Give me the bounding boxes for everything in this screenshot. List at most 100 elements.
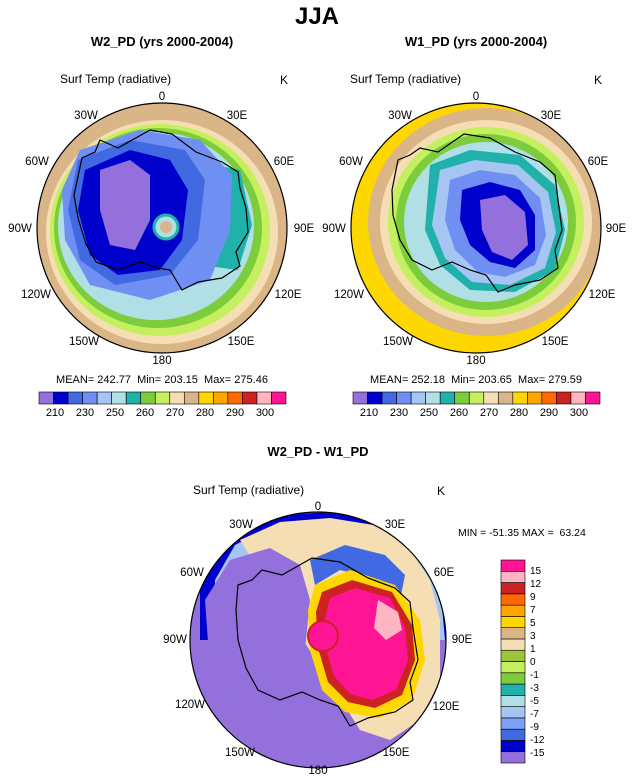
panel-w1-stats: MEAN= 252.18 Min= 203.65 Max= 279.59 — [370, 374, 582, 386]
panel-w1-map-border — [350, 102, 602, 354]
w2-lon-label-150w: 150W — [69, 336, 99, 348]
w1-cbar-swatch-8 — [468, 391, 485, 405]
figure-title: JJA — [295, 3, 339, 30]
w1-lon-label-180: 180 — [466, 355, 485, 367]
diff-region-warm-lightpink — [374, 600, 402, 640]
w2-cbar-label-300: 300 — [256, 407, 274, 419]
panel-diff-map-border — [189, 511, 447, 769]
w2-lon-label-30e: 30E — [227, 110, 248, 122]
diff-lon-label-90e: 90E — [452, 634, 473, 646]
diff-region-west-ant-cold — [205, 548, 310, 710]
diff-cbar-label-5: 5 — [530, 618, 536, 629]
w1-cbar-swatch-2 — [381, 391, 397, 405]
diff-cbar-label-9: 9 — [530, 592, 536, 603]
panel-w2-colorbar — [38, 391, 287, 405]
w1-cbar-swatch-12 — [527, 391, 543, 405]
w1-lon-label-30e: 30E — [541, 110, 562, 122]
diff-lon-label-30w: 30W — [229, 519, 253, 531]
diff-lon-label-120e: 120E — [433, 701, 460, 713]
w2-cbar-swatch-15 — [256, 391, 272, 405]
panel-w2-variable: Surf Temp (radiative) — [60, 72, 171, 86]
panel-diff-colorbar-labels: 15 12 9 7 5 3 1 0 -1 -3 -5 -7 -9 -12 -15 — [530, 566, 545, 759]
w2-cbar-swatch-3 — [82, 391, 98, 405]
w2-cbar-label-210: 210 — [46, 407, 64, 419]
diff-cbar-swatch-8 — [500, 661, 526, 674]
w2-cbar-swatch-9 — [169, 391, 185, 405]
diff-cbar-swatch-7 — [500, 672, 526, 685]
w2-cbar-swatch-13 — [227, 391, 243, 405]
panel-w1-colorbar — [352, 391, 601, 405]
w2-cbar-swatch-1 — [53, 391, 69, 405]
diff-cbar-label-minus1: -1 — [530, 670, 539, 681]
diff-lon-label-150e: 150E — [383, 747, 410, 759]
w2-lon-label-180: 180 — [152, 355, 171, 367]
diff-cbar-swatch-12 — [500, 616, 526, 628]
diff-cbar-label-12: 12 — [530, 579, 542, 590]
w2-lon-label-90e: 90E — [294, 223, 315, 235]
diff-cbar-swatch-13 — [500, 604, 526, 617]
w1-cbar-swatch-0 — [352, 391, 368, 405]
w1-lon-label-60e: 60E — [588, 156, 609, 168]
w1-lon-label-90e: 90E — [606, 223, 627, 235]
panel-w1-variable: Surf Temp (radiative) — [350, 72, 461, 86]
diff-cbar-label-0: 0 — [530, 657, 536, 668]
diff-cbar-label-minus5: -5 — [530, 696, 539, 707]
w1-cbar-swatch-11 — [512, 391, 528, 405]
diff-cbar-swatch-2 — [500, 728, 526, 741]
w1-cbar-label-300: 300 — [570, 407, 588, 419]
panel-w1-colorbar-labels: 210 230 250 260 270 280 290 300 — [360, 407, 588, 419]
w2-cbar-swatch-5 — [111, 391, 127, 405]
w1-cbar-label-290: 290 — [540, 407, 558, 419]
w1-lon-label-150w: 150W — [383, 336, 413, 348]
panel-w2-title: W2_PD (yrs 2000-2004) — [91, 34, 233, 49]
w1-cbar-label-250: 250 — [420, 407, 438, 419]
diff-cbar-swatch-14 — [500, 593, 526, 606]
diff-cbar-label-minus3: -3 — [530, 683, 539, 694]
w1-lon-label-120w: 120W — [334, 289, 364, 301]
w1-cbar-swatch-15 — [570, 391, 586, 405]
diff-cbar-swatch-0 — [500, 751, 526, 764]
diff-lon-label-60w: 60W — [180, 567, 204, 579]
w2-lon-label-0: 0 — [159, 91, 165, 103]
diff-cbar-swatch-6 — [500, 683, 526, 696]
w2-cbar-swatch-8 — [154, 391, 171, 405]
w1-lon-label-30w: 30W — [388, 110, 412, 122]
panel-w1-map — [351, 103, 601, 353]
diff-lon-label-30e: 30E — [385, 519, 406, 531]
diff-cbar-swatch-15 — [500, 582, 526, 595]
w1-lon-label-120e: 120E — [589, 289, 616, 301]
diff-cbar-swatch-16 — [500, 570, 526, 583]
w2-cbar-swatch-14 — [242, 391, 258, 405]
diff-lon-label-120w: 120W — [175, 699, 205, 711]
panel-diff-variable: Surf Temp (radiative) — [193, 483, 304, 497]
panel-diff-stats: MIN = -51.35 MAX = 63.24 — [458, 527, 586, 539]
w2-lon-label-120e: 120E — [275, 289, 302, 301]
w2-cbar-swatch-11 — [198, 391, 214, 405]
panel-diff-colorbar — [500, 559, 526, 764]
w1-level-210 — [480, 195, 528, 260]
w1-cbar-label-230: 230 — [390, 407, 408, 419]
w2-level-210 — [100, 160, 150, 250]
w1-lon-label-150e: 150E — [542, 336, 569, 348]
w1-cbar-label-260: 260 — [450, 407, 468, 419]
w2-lon-label-60w: 60W — [25, 156, 49, 168]
panel-diff-title: W2_PD - W1_PD — [267, 444, 368, 459]
diff-cbar-swatch-5 — [500, 695, 526, 707]
w1-lon-label-0: 0 — [473, 91, 479, 103]
w2-cbar-swatch-16 — [271, 391, 287, 405]
diff-cbar-label-7: 7 — [530, 605, 536, 616]
w2-cbar-swatch-12 — [213, 391, 229, 405]
w2-antarctic-coastline — [73, 129, 249, 291]
diff-cbar-label-minus12: -12 — [530, 735, 545, 746]
w1-cbar-swatch-5 — [425, 391, 441, 405]
w2-cbar-swatch-10 — [183, 391, 200, 405]
diff-lon-label-150w: 150W — [225, 747, 255, 759]
diff-cbar-swatch-17 — [500, 559, 526, 572]
diff-cbar-swatch-10 — [500, 638, 526, 651]
panel-w2-units: K — [280, 73, 288, 87]
w1-cbar-swatch-16 — [585, 391, 601, 405]
diff-cbar-label-minus15: -15 — [530, 748, 545, 759]
w1-cbar-swatch-9 — [483, 391, 499, 405]
w1-cbar-swatch-14 — [556, 391, 572, 405]
w2-pole-warm-core — [160, 221, 172, 233]
